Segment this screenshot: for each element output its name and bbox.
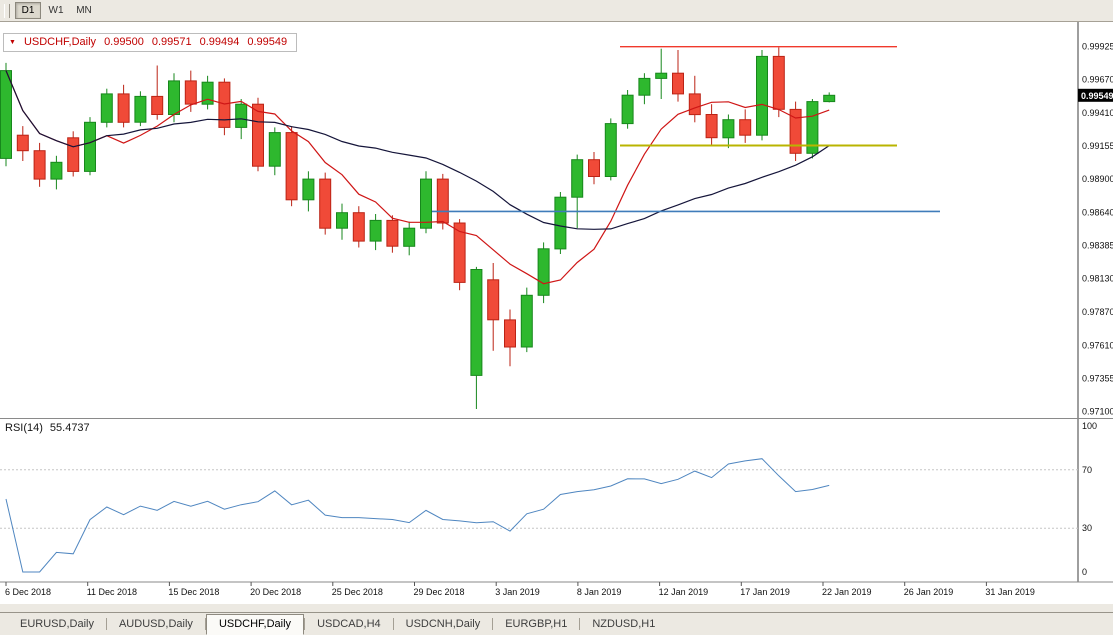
tab-separator bbox=[204, 618, 206, 630]
date-axis-label: 11 Dec 2018 bbox=[87, 587, 137, 597]
tab-separator bbox=[492, 618, 494, 630]
price-axis: 0.99925 0.99670 0.99410 0.99155 0.98900 0.986… bbox=[1077, 22, 1113, 582]
price-axis-label: 0.97100 bbox=[1082, 407, 1113, 417]
rsi-indicator-label: RSI(14) 55.4737 bbox=[5, 422, 90, 434]
quote-high: 0.99571 bbox=[151, 36, 192, 48]
quote-low: 0.99494 bbox=[199, 36, 240, 48]
date-axis-label: 15 Dec 2018 bbox=[168, 587, 219, 597]
chart-symbol-label: USDCHF,Daily bbox=[23, 36, 97, 48]
chart-tab-usdchf[interactable]: USDCHF,Daily bbox=[205, 613, 305, 635]
price-axis-label: 0.97610 bbox=[1082, 341, 1113, 351]
rsi-axis-label: 100 bbox=[1082, 421, 1097, 431]
date-axis-label: 25 Dec 2018 bbox=[332, 587, 383, 597]
tab-separator bbox=[392, 618, 394, 630]
chart-title: ▼ USDCHF,Daily 0.99500 0.99571 0.99494 0… bbox=[3, 33, 298, 52]
price-axis-label: 0.99925 bbox=[1082, 42, 1113, 52]
price-axis-label: 0.99410 bbox=[1082, 108, 1113, 118]
timeframe-mn-button[interactable]: MN bbox=[71, 2, 97, 19]
ma-fast-line bbox=[5, 70, 830, 285]
rsi-indicator-name: RSI(14) bbox=[5, 422, 43, 434]
candlestick-chart-canvas[interactable]: 0.99925 0.99670 0.99410 0.99155 0.98900 0.986… bbox=[0, 22, 1113, 604]
tab-separator bbox=[579, 618, 581, 630]
chart-tab-audusd[interactable]: AUDUSD,Daily bbox=[118, 618, 193, 630]
current-price-tag bbox=[1078, 88, 1113, 102]
quote-open: 0.99500 bbox=[104, 36, 144, 48]
chart-tab-eurusd[interactable]: EURUSD,Daily bbox=[20, 618, 94, 630]
time-axis: 6 Dec 2018 11 Dec 2018 15 Dec 2018 20 Dec 2… bbox=[0, 581, 1113, 597]
price-axis-label: 0.98385 bbox=[1082, 241, 1113, 251]
timeframe-d1-button[interactable]: D1 bbox=[15, 2, 41, 19]
rsi-axis-label: 0 bbox=[1082, 567, 1087, 577]
date-axis-label: 31 Jan 2019 bbox=[985, 587, 1035, 597]
rsi-pane: 100 70 30 0 bbox=[0, 421, 1097, 577]
chart-tab-eurgbp[interactable]: EURGBP,H1 bbox=[505, 618, 568, 630]
date-axis-label: 17 Jan 2019 bbox=[740, 587, 790, 597]
price-axis-label: 0.98900 bbox=[1082, 174, 1113, 184]
ma-slow-line bbox=[5, 70, 830, 230]
price-axis-label: 0.98130 bbox=[1082, 274, 1113, 284]
chart-area[interactable]: 0.99925 0.99670 0.99410 0.99155 0.98900 0.986… bbox=[0, 22, 1113, 604]
price-axis-label: 0.99670 bbox=[1082, 75, 1113, 85]
date-axis-label: 29 Dec 2018 bbox=[414, 587, 465, 597]
price-axis-label: 0.97355 bbox=[1082, 374, 1113, 384]
rsi-axis-label: 70 bbox=[1082, 465, 1092, 475]
date-axis-label: 22 Jan 2019 bbox=[822, 587, 872, 597]
tab-separator bbox=[105, 618, 107, 630]
date-axis-label: 3 Jan 2019 bbox=[495, 587, 540, 597]
symbol-dropdown-triangle-icon[interactable]: ▼ bbox=[9, 38, 16, 46]
chart-tab-nzdusd[interactable]: NZDUSD,H1 bbox=[592, 618, 656, 630]
date-axis-label: 8 Jan 2019 bbox=[577, 587, 622, 597]
price-axis-label: 0.97870 bbox=[1082, 307, 1113, 317]
rsi-indicator-value: 55.4737 bbox=[49, 422, 90, 434]
date-axis-label: 20 Dec 2018 bbox=[250, 587, 301, 597]
rsi-axis-label: 30 bbox=[1082, 523, 1092, 533]
timeframe-toolbar: D1 W1 MN bbox=[0, 0, 1113, 22]
price-axis-label: 0.98640 bbox=[1082, 208, 1113, 218]
current-price-tag-text: 0.99549 bbox=[1081, 91, 1113, 101]
chart-tabs-bar: EURUSD,Daily AUDUSD,Daily USDCHF,Daily USDC… bbox=[0, 612, 1113, 635]
tab-separator bbox=[304, 618, 306, 630]
price-axis-label: 0.99155 bbox=[1082, 141, 1113, 151]
date-axis-label: 6 Dec 2018 bbox=[5, 587, 51, 597]
date-axis-label: 26 Jan 2019 bbox=[904, 587, 954, 597]
rsi-line bbox=[5, 458, 830, 573]
timeframe-w1-button[interactable]: W1 bbox=[43, 2, 69, 19]
candlesticks bbox=[0, 47, 836, 409]
date-axis-label: 12 Jan 2019 bbox=[659, 587, 709, 597]
quote-close: 0.99549 bbox=[247, 36, 288, 48]
chart-tab-usdcad[interactable]: USDCAD,H4 bbox=[317, 618, 381, 630]
toolbar-grip[interactable] bbox=[4, 3, 10, 18]
chart-tab-usdcnh[interactable]: USDCNH,Daily bbox=[405, 618, 481, 630]
